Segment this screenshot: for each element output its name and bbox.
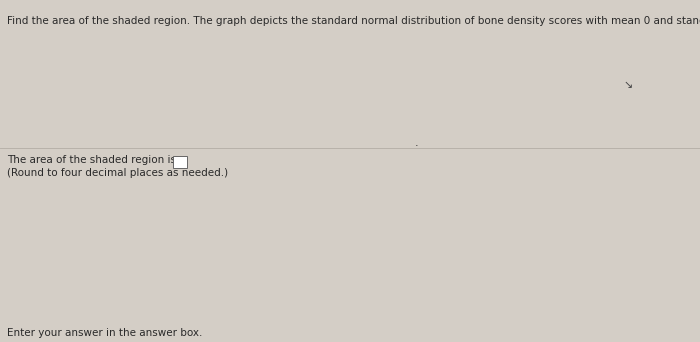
FancyBboxPatch shape (173, 156, 187, 168)
Text: ↘: ↘ (623, 80, 632, 90)
Text: (Round to four decimal places as needed.): (Round to four decimal places as needed.… (7, 168, 228, 178)
Text: Enter your answer in the answer box.: Enter your answer in the answer box. (7, 328, 202, 338)
Text: Find the area of the shaded region. The graph depicts the standard normal distri: Find the area of the shaded region. The … (7, 16, 700, 26)
Text: The area of the shaded region is: The area of the shaded region is (7, 155, 176, 165)
Text: .: . (415, 138, 419, 148)
